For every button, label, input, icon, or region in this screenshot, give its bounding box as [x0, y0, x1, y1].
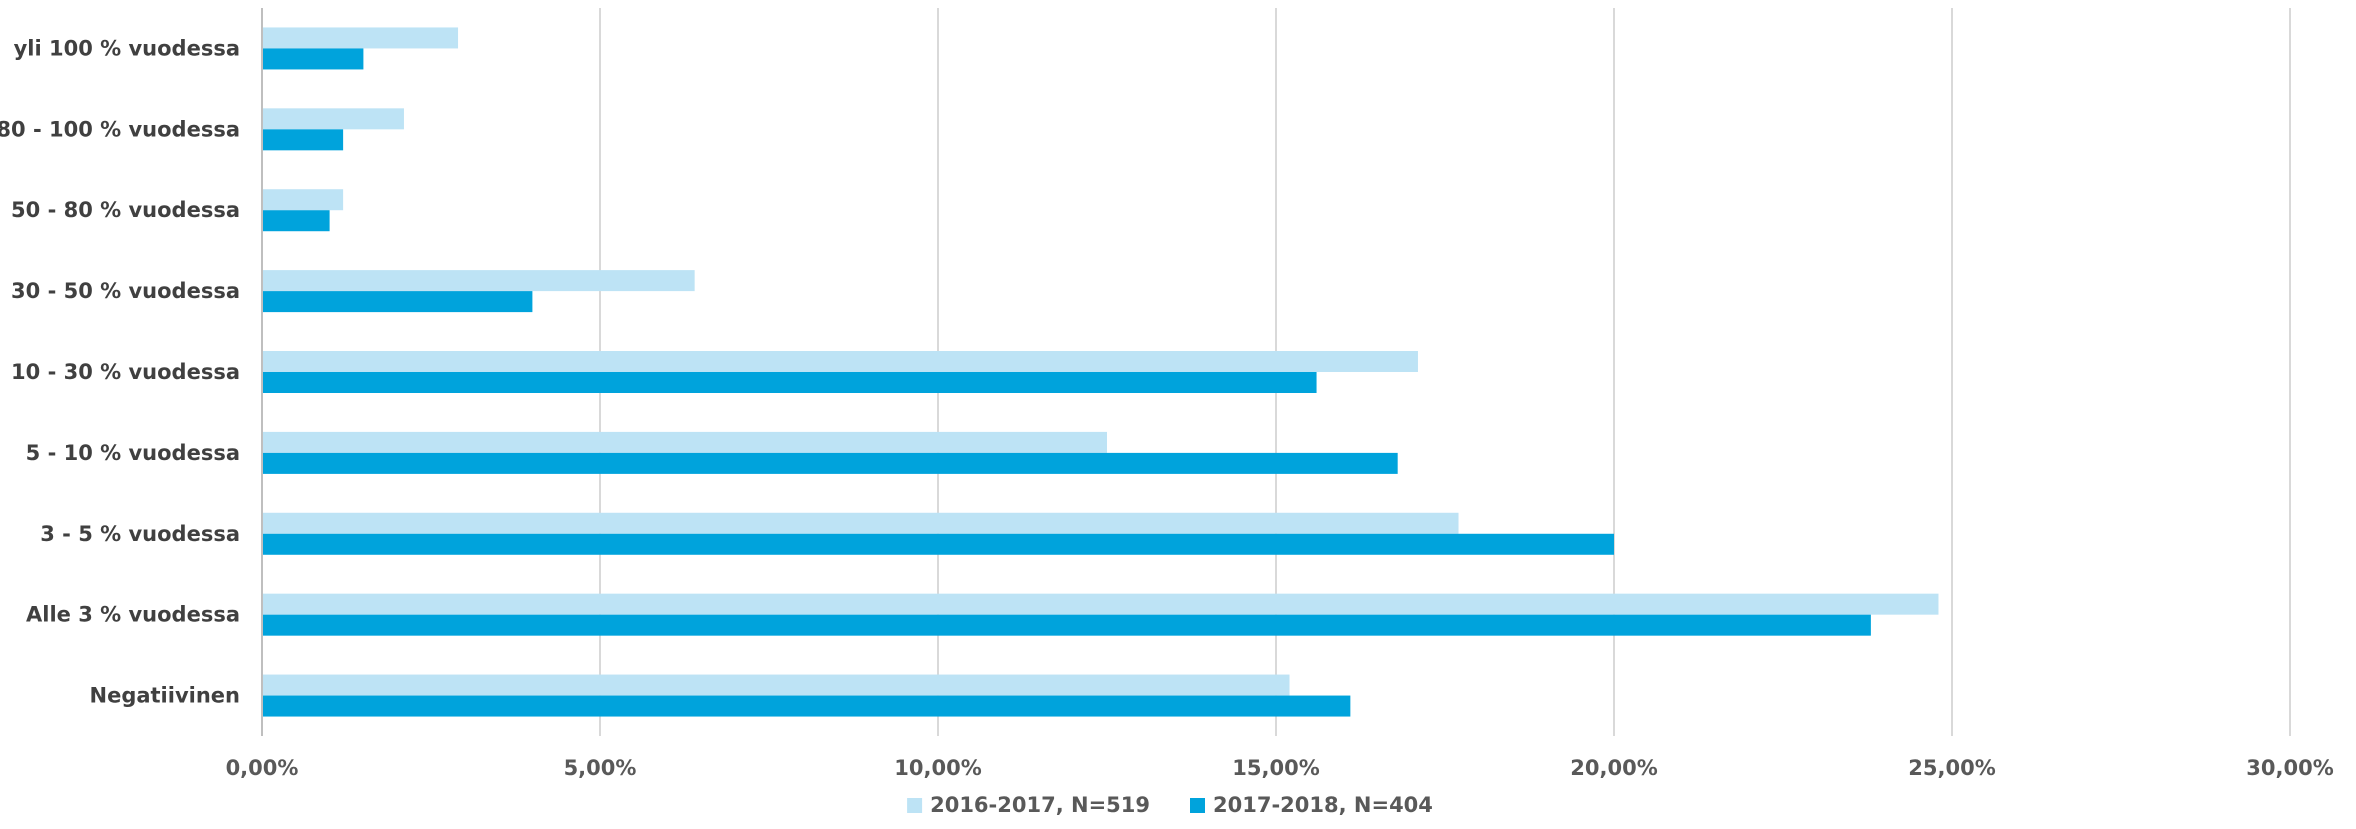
bar-series1 [262, 674, 1290, 696]
bar-series2 [262, 372, 1317, 393]
bar-series2 [262, 695, 1351, 717]
category-label: 3 - 5 % vuodessa [40, 522, 240, 546]
bar-series1 [262, 270, 695, 292]
bar-series2 [262, 291, 533, 313]
bar-series1 [262, 431, 1107, 453]
category-labels: yli 100 % vuodessa 80 - 100 % vuodessa 50 … [0, 36, 240, 707]
bar-series2 [262, 533, 1614, 555]
x-tick-label: 5,00% [564, 756, 637, 780]
category-label: 30 - 50 % vuodessa [11, 279, 240, 303]
bar-series2 [262, 48, 364, 70]
bar-series1 [262, 593, 1939, 615]
x-tick-label: 15,00% [1232, 756, 1319, 780]
legend: 2016-2017, N=519 2017-2018, N=404 [907, 793, 1433, 817]
category-label: Alle 3 % vuodessa [26, 603, 240, 627]
legend-label: 2017-2018, N=404 [1213, 793, 1433, 817]
legend-swatch [1190, 798, 1205, 813]
bar-series1 [262, 189, 344, 211]
x-tick-label: 20,00% [1570, 756, 1657, 780]
category-label: 50 - 80 % vuodessa [11, 198, 240, 222]
bar-series2 [262, 452, 1398, 474]
bar-series1 [262, 512, 1459, 534]
legend-item-1: 2016-2017, N=519 [907, 793, 1150, 817]
bar-series2 [262, 614, 1871, 636]
x-tick-label: 30,00% [2246, 756, 2333, 780]
category-label: 5 - 10 % vuodessa [26, 441, 240, 465]
category-label: 10 - 30 % vuodessa [11, 360, 240, 384]
x-tick-label: 25,00% [1908, 756, 1995, 780]
x-tick-label: 10,00% [894, 756, 981, 780]
legend-item-2: 2017-2018, N=404 [1190, 793, 1433, 817]
legend-label: 2016-2017, N=519 [930, 793, 1150, 817]
x-tick-label: 0,00% [226, 756, 299, 780]
bar-series1 [262, 108, 404, 130]
category-label: 80 - 100 % vuodessa [0, 117, 240, 141]
bar-series2 [262, 129, 344, 151]
category-label: Negatiivinen [90, 684, 241, 708]
bar-series2 [262, 210, 330, 232]
bar-series1 [262, 27, 459, 49]
x-tick-labels: 0,00% 5,00% 10,00% 15,00% 20,00% 25,00% 30,00% [226, 756, 2334, 780]
legend-swatch [907, 798, 923, 813]
bar-series1 [262, 351, 1418, 372]
bars [262, 27, 1939, 717]
category-label: yli 100 % vuodessa [14, 36, 240, 60]
